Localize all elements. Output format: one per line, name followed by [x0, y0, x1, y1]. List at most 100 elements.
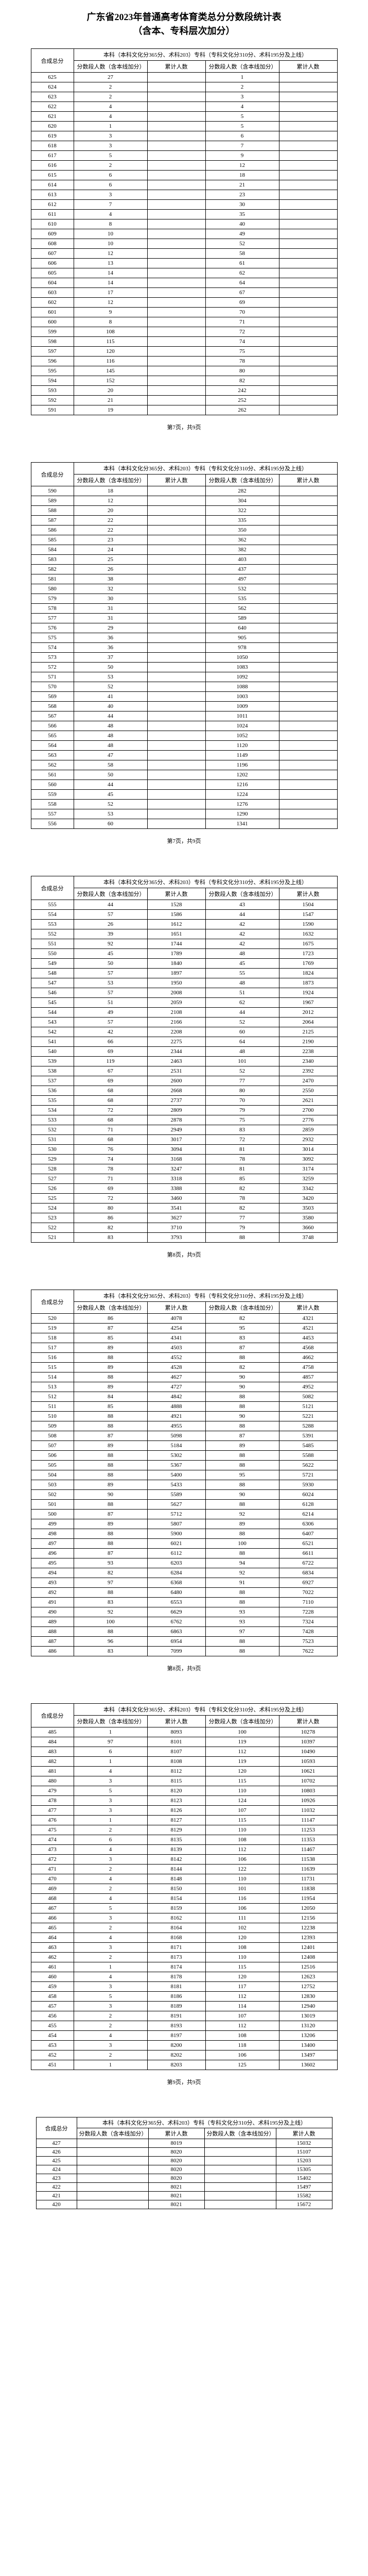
- score-cell: 588: [31, 506, 74, 516]
- data-cell: 88: [74, 1529, 147, 1539]
- score-cell: 497: [31, 1539, 74, 1549]
- score-cell: 464: [31, 1933, 74, 1943]
- score-table: 合成总分本科（本科文化分365分、术科203）专科（专科文化分310分、术科19…: [31, 48, 338, 415]
- table-row: 4773812610711032: [31, 1806, 337, 1816]
- data-cell: 2: [74, 1884, 147, 1894]
- table-row: 59018282: [31, 486, 337, 496]
- data-cell: 6: [74, 180, 147, 190]
- data-cell: 11954: [279, 1894, 337, 1904]
- data-cell: 1024: [205, 721, 279, 731]
- data-cell: 8107: [147, 1747, 205, 1757]
- table-row: 517894503874568: [31, 1343, 337, 1353]
- table-row: 4593818111712752: [31, 1982, 337, 1992]
- data-cell: [147, 633, 205, 643]
- data-cell: [147, 790, 205, 800]
- data-cell: 114: [205, 2002, 279, 2011]
- score-cell: 494: [31, 1568, 74, 1578]
- score-cell: 567: [31, 711, 74, 721]
- score-cell: 510: [31, 1412, 74, 1421]
- data-cell: 4758: [279, 1363, 337, 1372]
- data-cell: 72: [74, 1194, 147, 1204]
- data-cell: [279, 347, 337, 357]
- data-cell: 100: [205, 1727, 279, 1737]
- data-cell: 120: [74, 347, 147, 357]
- data-cell: 2737: [147, 1096, 205, 1106]
- data-cell: 120: [205, 1933, 279, 1943]
- data-cell: [279, 396, 337, 405]
- data-cell: 1651: [147, 929, 205, 939]
- data-cell: 57: [74, 910, 147, 920]
- header-score: 合成总分: [31, 876, 74, 900]
- data-cell: 72: [74, 1106, 147, 1115]
- data-cell: 7099: [147, 1647, 205, 1656]
- data-cell: 5721: [279, 1470, 337, 1480]
- data-cell: 8021: [148, 2183, 204, 2192]
- data-cell: 87: [74, 1549, 147, 1558]
- table-row: 486837099887622: [31, 1647, 337, 1656]
- data-cell: 5485: [279, 1441, 337, 1451]
- data-cell: [147, 535, 205, 545]
- table-row: 615618: [31, 171, 337, 180]
- data-cell: [147, 516, 205, 526]
- score-cell: 490: [31, 1607, 74, 1617]
- score-cell: 420: [36, 2200, 77, 2209]
- table-row: 540692344482238: [31, 1047, 337, 1057]
- table-row: 4734813911211467: [31, 1845, 337, 1855]
- score-cell: 426: [36, 2148, 77, 2157]
- score-cell: 454: [31, 2031, 74, 2041]
- table-row: 57731589: [31, 614, 337, 623]
- data-cell: 70: [205, 308, 279, 317]
- table-row: 515894528824758: [31, 1363, 337, 1372]
- data-cell: 40: [205, 219, 279, 229]
- data-cell: 1149: [205, 751, 279, 760]
- score-cell: 604: [31, 278, 74, 288]
- data-cell: 242: [205, 386, 279, 396]
- data-cell: 53: [74, 809, 147, 819]
- data-cell: [279, 259, 337, 268]
- data-cell: 57: [74, 969, 147, 978]
- data-cell: 3: [74, 2002, 147, 2011]
- data-cell: 74: [205, 337, 279, 347]
- data-cell: 42: [205, 929, 279, 939]
- score-cell: 470: [31, 1874, 74, 1884]
- data-cell: 12156: [279, 1913, 337, 1923]
- table-row: 61759: [31, 151, 337, 161]
- table-row: 509884955885288: [31, 1421, 337, 1431]
- data-cell: 1924: [279, 988, 337, 998]
- table-row: 523863627773580: [31, 1213, 337, 1223]
- data-cell: 120: [205, 1767, 279, 1776]
- data-cell: 3: [74, 141, 147, 151]
- table-row: 512844842885082: [31, 1392, 337, 1402]
- data-cell: [147, 357, 205, 366]
- data-cell: 68: [74, 1086, 147, 1096]
- data-cell: 81: [205, 1145, 279, 1155]
- data-cell: [279, 594, 337, 604]
- data-cell: [204, 2183, 276, 2192]
- data-cell: 2: [74, 2021, 147, 2031]
- data-cell: 8120: [147, 1786, 205, 1796]
- data-cell: 3: [74, 1943, 147, 1953]
- data-cell: 88: [74, 1588, 147, 1598]
- data-cell: 1: [205, 73, 279, 82]
- table-row: 4783812312410926: [31, 1796, 337, 1806]
- data-cell: 81: [205, 1164, 279, 1174]
- score-cell: 512: [31, 1392, 74, 1402]
- data-cell: 8189: [147, 2002, 205, 2011]
- data-cell: 89: [74, 1343, 147, 1353]
- header-benke-cum: 累计人数: [147, 61, 205, 73]
- data-cell: 5098: [147, 1431, 205, 1441]
- stats-page: 合成总分本科（本科文化分365分、术科203）专科（专科文化分310分、术科19…: [5, 2117, 363, 2209]
- data-cell: [147, 574, 205, 584]
- data-cell: [279, 366, 337, 376]
- table-row: 601970: [31, 308, 337, 317]
- table-row: 4723814210611538: [31, 1855, 337, 1865]
- data-cell: 87: [205, 1343, 279, 1353]
- score-cell: 502: [31, 1490, 74, 1500]
- data-cell: 115: [74, 337, 147, 347]
- data-cell: 4955: [147, 1421, 205, 1431]
- data-cell: [279, 308, 337, 317]
- score-cell: 618: [31, 141, 74, 151]
- data-cell: 92: [74, 939, 147, 949]
- data-cell: [147, 819, 205, 829]
- data-cell: 82: [205, 376, 279, 386]
